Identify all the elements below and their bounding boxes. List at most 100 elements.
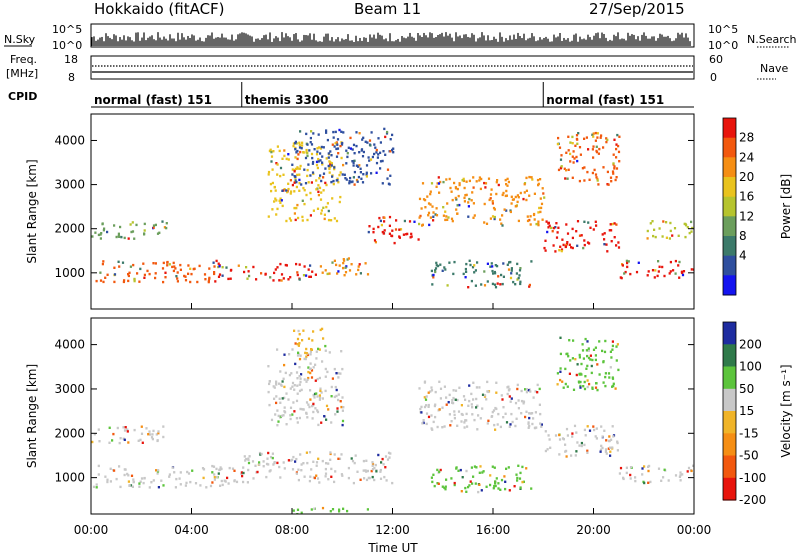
range-cell bbox=[607, 183, 610, 186]
range-cell bbox=[251, 460, 255, 463]
range-cell bbox=[339, 171, 342, 174]
range-cell bbox=[566, 352, 569, 355]
range-cell bbox=[595, 437, 598, 440]
range-cell bbox=[576, 142, 579, 145]
range-cell bbox=[463, 186, 466, 190]
range-cell bbox=[674, 474, 678, 477]
range-cell bbox=[658, 265, 661, 268]
range-cell bbox=[305, 347, 308, 351]
range-cell bbox=[305, 355, 308, 358]
range-cell bbox=[303, 265, 306, 268]
range-cell bbox=[157, 469, 160, 472]
range-cell bbox=[603, 429, 606, 432]
range-cell bbox=[379, 160, 383, 163]
range-cell bbox=[362, 150, 365, 154]
range-cell bbox=[592, 132, 595, 135]
range-cell bbox=[305, 274, 308, 277]
range-cell bbox=[337, 270, 340, 273]
range-cell bbox=[273, 397, 276, 400]
range-cell bbox=[280, 273, 284, 276]
range-cell bbox=[660, 479, 663, 482]
range-cell bbox=[525, 390, 528, 394]
range-cell bbox=[602, 360, 605, 364]
range-cell bbox=[322, 189, 325, 192]
range-cell bbox=[566, 232, 570, 235]
range-cell bbox=[419, 214, 422, 218]
range-cell bbox=[571, 227, 574, 231]
x-tick-label: 08:00 bbox=[275, 523, 310, 537]
range-cell bbox=[235, 480, 239, 484]
range-cell bbox=[298, 333, 301, 336]
range-cell bbox=[480, 177, 483, 181]
range-cell bbox=[521, 480, 524, 484]
range-cell bbox=[504, 480, 507, 483]
range-cell bbox=[271, 452, 274, 455]
range-cell bbox=[476, 404, 479, 407]
range-cell bbox=[154, 276, 157, 280]
range-cell bbox=[344, 177, 347, 180]
range-cell bbox=[268, 470, 271, 473]
range-cell bbox=[472, 186, 475, 189]
range-cell bbox=[425, 395, 428, 398]
range-cell bbox=[267, 463, 270, 466]
range-cell bbox=[511, 198, 514, 201]
range-cell bbox=[595, 382, 598, 385]
range-cell bbox=[576, 159, 579, 163]
range-cell bbox=[305, 352, 308, 355]
range-cell bbox=[434, 270, 437, 274]
x-tick-label: 04:00 bbox=[174, 523, 209, 537]
colorbar-frame bbox=[722, 117, 737, 296]
range-cell bbox=[483, 395, 487, 398]
range-cell bbox=[388, 224, 391, 227]
range-cell bbox=[179, 471, 182, 474]
range-cell bbox=[511, 420, 514, 424]
radar-title: Hokkaido (fitACF) bbox=[94, 0, 225, 18]
colorbar-swatch bbox=[723, 157, 736, 178]
range-cell bbox=[130, 474, 134, 477]
range-cell bbox=[315, 350, 318, 353]
range-cell bbox=[306, 218, 309, 222]
range-cell bbox=[339, 400, 342, 403]
range-cell bbox=[421, 224, 424, 227]
range-cell bbox=[538, 403, 541, 406]
range-cell bbox=[146, 269, 149, 273]
cpid-strip: CPID normal (fast) 151 themis 3300 normal … bbox=[8, 82, 694, 108]
range-cell bbox=[432, 215, 435, 218]
range-cell bbox=[469, 480, 472, 483]
range-cell bbox=[669, 221, 672, 225]
range-cell bbox=[692, 268, 694, 271]
range-cell bbox=[382, 150, 385, 153]
range-cell bbox=[436, 425, 439, 429]
range-cell bbox=[321, 397, 324, 400]
colorbar-swatch bbox=[723, 344, 736, 368]
range-cell bbox=[306, 174, 309, 178]
range-cell bbox=[418, 387, 421, 390]
colorbar-label: Power [dB] bbox=[779, 174, 793, 239]
range-cell bbox=[612, 153, 615, 156]
range-cell bbox=[568, 243, 571, 246]
range-cell bbox=[127, 441, 130, 444]
range-cell bbox=[183, 274, 186, 278]
range-cell bbox=[219, 484, 222, 487]
range-cell bbox=[445, 403, 448, 406]
range-cell bbox=[351, 459, 355, 463]
range-cell bbox=[541, 218, 544, 221]
range-cell bbox=[524, 388, 527, 391]
range-cell bbox=[467, 485, 470, 489]
range-cell bbox=[365, 470, 368, 473]
range-cell bbox=[516, 262, 519, 266]
range-cell bbox=[445, 178, 448, 181]
range-cell bbox=[432, 219, 435, 222]
range-cell bbox=[358, 164, 361, 167]
range-cell bbox=[604, 372, 607, 375]
range-cell bbox=[357, 265, 360, 268]
y-tick-label: 2000 bbox=[54, 426, 85, 440]
range-cell bbox=[566, 241, 569, 244]
range-cell bbox=[316, 409, 319, 412]
panel-frame bbox=[90, 113, 695, 310]
range-cell bbox=[520, 399, 524, 403]
range-cell bbox=[162, 261, 165, 265]
range-cell bbox=[296, 166, 299, 169]
range-cell bbox=[533, 192, 536, 195]
range-cell bbox=[219, 466, 222, 469]
